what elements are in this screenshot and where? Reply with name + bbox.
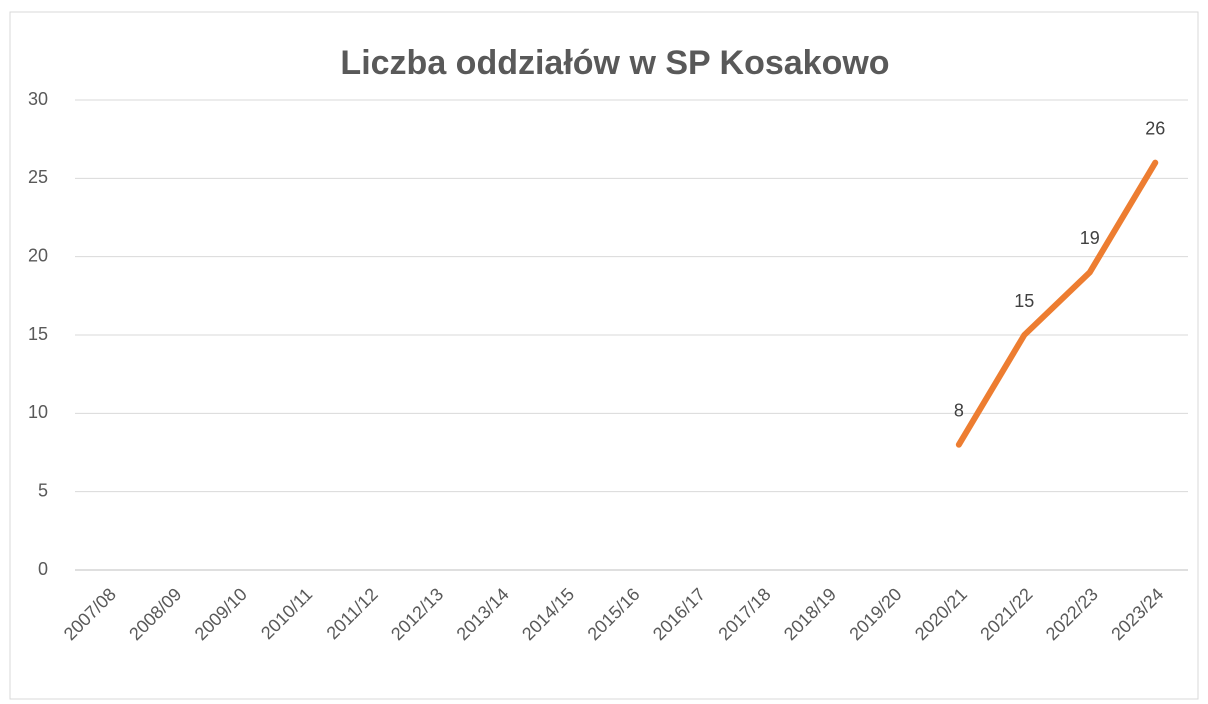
y-tick-label: 30 (28, 89, 48, 109)
data-label: 26 (1145, 118, 1165, 138)
data-label: 8 (954, 400, 964, 420)
chart-title: Liczba oddziałów w SP Kosakowo (340, 44, 889, 82)
data-line (955, 159, 1159, 448)
data-label: 15 (1014, 291, 1034, 311)
y-tick-label: 5 (38, 480, 48, 500)
y-tick-label: 15 (28, 324, 48, 344)
y-tick-label: 25 (28, 167, 48, 187)
data-label: 19 (1080, 228, 1100, 248)
y-tick-label: 20 (28, 245, 48, 265)
y-tick-label: 0 (38, 559, 48, 579)
y-tick-label: 10 (28, 402, 48, 422)
chart-border (9, 11, 1199, 700)
